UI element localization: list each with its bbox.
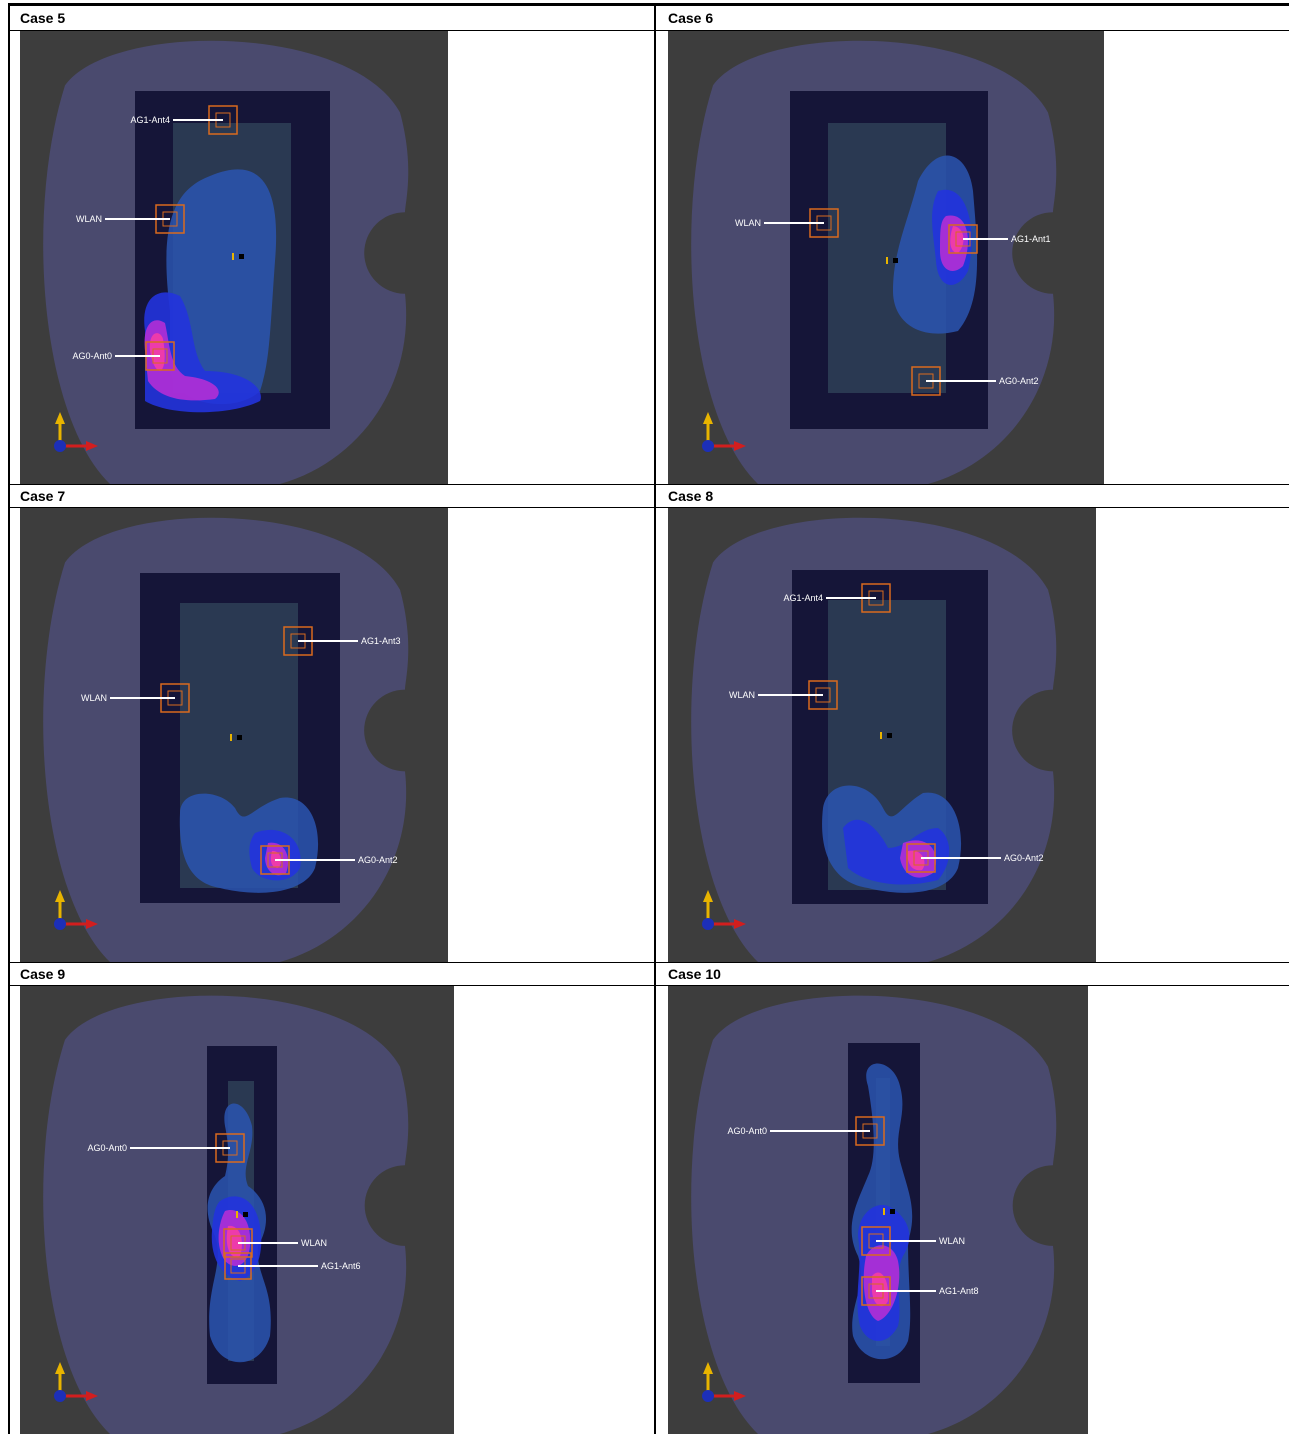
antenna-label: AG1-Ant3: [361, 636, 401, 646]
antenna-label: AG1-Ant8: [939, 1286, 979, 1296]
antenna-label: WLAN: [729, 690, 755, 700]
origin-marker: [880, 732, 882, 739]
simulation-render: AG1-Ant4 WLAN AG0-Ant0: [20, 31, 448, 484]
antenna-label: AG0-Ant0: [72, 351, 112, 361]
z-axis-marker: [702, 1390, 714, 1402]
z-axis-marker: [702, 918, 714, 930]
z-axis-marker: [54, 440, 66, 452]
simulation-render: AG0-Ant0 WLAN AG1-Ant8: [668, 986, 1088, 1434]
caption-case-9: Case 9: [20, 966, 65, 982]
origin-marker: [237, 735, 242, 740]
origin-marker: [230, 734, 232, 741]
z-axis-marker: [54, 918, 66, 930]
sar-distribution-image-case-9: AG0-Ant0 WLAN AG1-Ant6: [20, 986, 454, 1434]
caption-case-6: Case 6: [668, 10, 713, 26]
antenna-label: WLAN: [301, 1238, 327, 1248]
caption-case-10: Case 10: [668, 966, 721, 982]
table-top-border: [8, 3, 1289, 6]
simulation-render: AG0-Ant0 WLAN AG1-Ant6: [20, 986, 454, 1434]
simulation-render: WLAN AG1-Ant1 AG0-Ant2: [668, 31, 1104, 484]
row3-top-divider: [8, 962, 1289, 963]
antenna-label: AG0-Ant2: [1004, 853, 1044, 863]
antenna-label: WLAN: [81, 693, 107, 703]
antenna-label: AG0-Ant2: [999, 376, 1039, 386]
origin-marker: [239, 254, 244, 259]
antenna-label: AG1-Ant4: [783, 593, 823, 603]
origin-marker: [232, 253, 234, 260]
origin-marker: [893, 258, 898, 263]
sar-distribution-image-case-10: AG0-Ant0 WLAN AG1-Ant8: [668, 986, 1088, 1434]
origin-marker: [890, 1209, 895, 1214]
origin-marker: [886, 257, 888, 264]
antenna-label: AG1-Ant4: [130, 115, 170, 125]
table-middle-divider: [654, 6, 656, 1434]
antenna-label: WLAN: [76, 214, 102, 224]
simulation-render: AG1-Ant4 WLAN AG0-Ant2: [668, 508, 1096, 962]
origin-marker: [243, 1212, 248, 1217]
row2-top-divider: [8, 484, 1289, 485]
antenna-label: AG0-Ant2: [358, 855, 398, 865]
caption-case-8: Case 8: [668, 488, 713, 504]
antenna-label: AG1-Ant6: [321, 1261, 361, 1271]
antenna-label: WLAN: [939, 1236, 965, 1246]
antenna-label: AG0-Ant0: [727, 1126, 767, 1136]
antenna-label: AG0-Ant0: [87, 1143, 127, 1153]
sar-distribution-image-case-6: WLAN AG1-Ant1 AG0-Ant2: [668, 31, 1104, 484]
antenna-label: AG1-Ant1: [1011, 234, 1051, 244]
sar-distribution-image-case-8: AG1-Ant4 WLAN AG0-Ant2: [668, 508, 1096, 962]
sar-distribution-image-case-7: AG1-Ant3 WLAN AG0-Ant2: [20, 508, 448, 962]
z-axis-marker: [702, 440, 714, 452]
caption-case-7: Case 7: [20, 488, 65, 504]
caption-case-5: Case 5: [20, 10, 65, 26]
table-left-border: [8, 6, 10, 1434]
origin-marker: [887, 733, 892, 738]
origin-marker: [236, 1211, 238, 1218]
antenna-label: WLAN: [735, 218, 761, 228]
z-axis-marker: [54, 1390, 66, 1402]
origin-marker: [883, 1208, 885, 1215]
figure-table: Case 5 Case 6 Case 7 Case 8 Case 9 Case …: [8, 0, 1289, 1434]
sar-distribution-image-case-5: AG1-Ant4 WLAN AG0-Ant0: [20, 31, 448, 484]
simulation-render: AG1-Ant3 WLAN AG0-Ant2: [20, 508, 448, 962]
